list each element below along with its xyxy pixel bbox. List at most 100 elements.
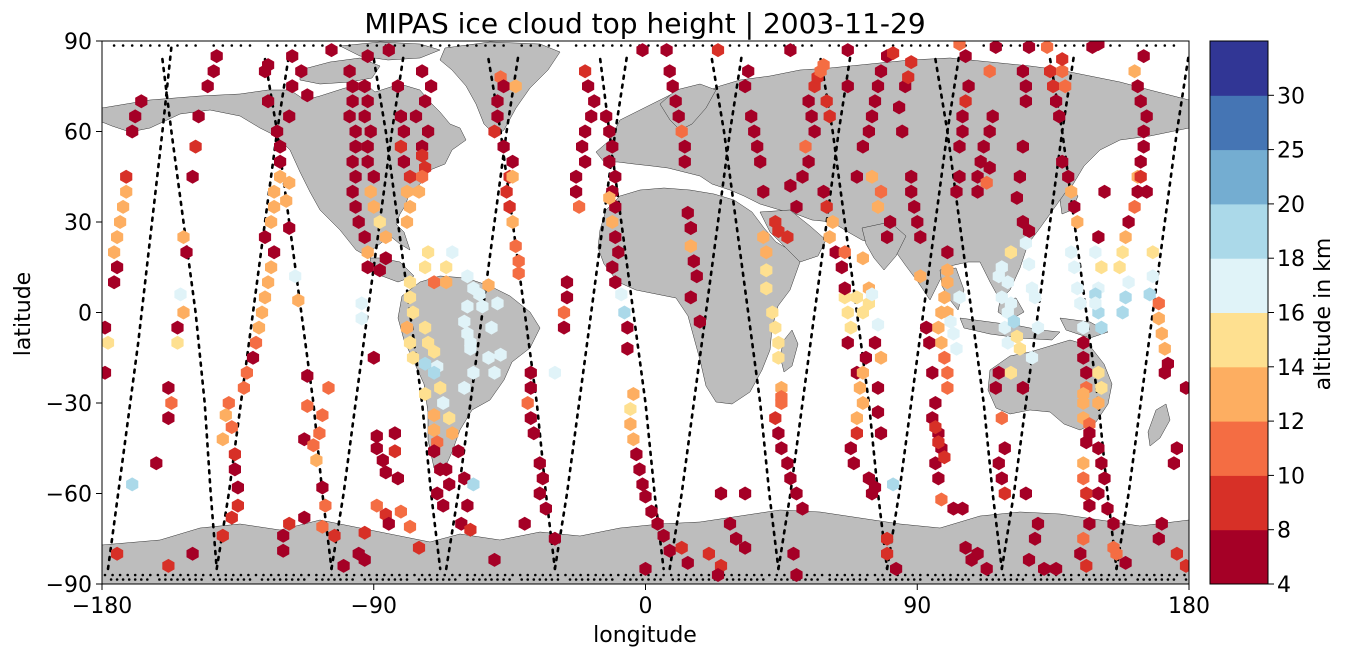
polar-dot <box>737 44 741 47</box>
colorbar-bin <box>1210 475 1268 531</box>
polar-dot <box>955 578 958 581</box>
colorbar-tick-label: 10 <box>1277 464 1305 489</box>
polar-dot <box>360 573 364 577</box>
orbit-track <box>487 57 557 571</box>
colorbar-bin <box>1210 421 1268 476</box>
polar-dot <box>269 573 273 577</box>
polar-dot <box>526 578 529 581</box>
polar-dot <box>490 578 493 581</box>
chart-title: MIPAS ice cloud top height | 2003-11-29 <box>364 7 925 40</box>
polar-dot <box>669 573 673 577</box>
polar-dot <box>851 573 854 577</box>
polar-dot <box>167 44 170 47</box>
polar-dot <box>212 578 215 581</box>
polar-dot <box>620 44 623 47</box>
polar-dot <box>786 578 789 581</box>
polar-dot <box>149 44 152 47</box>
polar-dot <box>1032 573 1035 577</box>
polar-dot <box>1160 573 1164 577</box>
polar-dot <box>315 578 318 581</box>
polar-dot <box>985 578 988 581</box>
polar-dot <box>478 578 481 581</box>
polar-dot <box>534 573 537 577</box>
polar-dot <box>592 44 596 47</box>
polar-dot <box>520 44 523 47</box>
polar-dot <box>882 578 886 581</box>
polar-dot <box>212 44 215 47</box>
polar-dot <box>749 578 753 581</box>
polar-dot <box>677 573 680 577</box>
orbit-track <box>330 51 406 571</box>
colorbar-bin <box>1210 95 1268 151</box>
polar-dot <box>1106 578 1109 581</box>
polar-dot <box>428 573 431 577</box>
polar-dot <box>979 573 982 577</box>
polar-dot <box>1045 578 1049 581</box>
polar-dot <box>435 573 439 577</box>
polar-dot <box>1153 573 1156 577</box>
polar-dot <box>292 573 296 577</box>
polar-dot <box>284 573 288 577</box>
polar-dot <box>375 44 379 47</box>
polar-dot <box>348 44 351 47</box>
polar-dot <box>526 573 529 577</box>
polar-dot <box>846 578 850 581</box>
orbit-track <box>444 51 520 571</box>
polar-dot <box>405 578 409 581</box>
polar-dot <box>224 573 228 577</box>
polar-dot <box>1003 578 1007 581</box>
colorbar-tick-label: 4 <box>1277 573 1291 598</box>
polar-dot <box>1063 578 1067 581</box>
polar-dot <box>1160 578 1164 581</box>
polar-dot <box>1172 578 1176 581</box>
polar-dot <box>383 573 386 577</box>
polar-dot <box>393 578 397 581</box>
polar-dot <box>909 44 913 47</box>
polar-dot <box>855 44 859 47</box>
polar-dot <box>701 578 705 581</box>
y-axis-label: latitude <box>11 272 36 356</box>
polar-dot <box>701 44 705 47</box>
orbit-track <box>668 51 744 571</box>
x-axis-ticks: −180 −90 0 90 180 <box>72 584 1210 619</box>
polar-dot <box>900 44 904 47</box>
polar-dot <box>583 44 587 47</box>
polar-dot <box>971 573 975 577</box>
polar-dot <box>632 573 635 577</box>
polar-dot <box>484 44 487 47</box>
polar-dot <box>457 44 460 47</box>
polar-dot <box>1033 578 1037 581</box>
polar-dot <box>429 578 433 581</box>
polar-dot <box>345 573 348 577</box>
orbit-track <box>161 57 218 571</box>
y-tick-label: 90 <box>64 30 92 55</box>
polar-dot <box>586 573 590 577</box>
polar-dot <box>339 578 342 581</box>
polar-dot <box>141 573 145 577</box>
polar-dot <box>598 578 602 581</box>
polar-dot <box>1112 578 1115 581</box>
polar-dot <box>774 44 777 47</box>
polar-dot <box>266 578 270 581</box>
polar-dot <box>1051 578 1055 581</box>
x-tick-label: 90 <box>903 594 931 619</box>
polar-dot <box>164 578 167 581</box>
polar-dot <box>275 44 279 47</box>
polar-dot <box>423 578 427 581</box>
polar-dot <box>508 578 511 581</box>
polar-dot <box>466 44 469 47</box>
polar-dot <box>1062 573 1065 577</box>
polar-dot <box>730 573 733 577</box>
polar-dot <box>303 44 306 47</box>
polar-dot <box>260 578 264 581</box>
polar-dot <box>387 578 391 581</box>
colorbar-bin <box>1210 258 1268 313</box>
polar-dot <box>810 578 813 581</box>
polar-dot <box>743 578 747 581</box>
colorbar-tick-label: 12 <box>1277 410 1305 435</box>
colorbar-bin <box>1210 149 1268 205</box>
polar-dot <box>221 44 225 47</box>
polar-dot <box>864 44 868 47</box>
polar-dot <box>1154 578 1158 581</box>
